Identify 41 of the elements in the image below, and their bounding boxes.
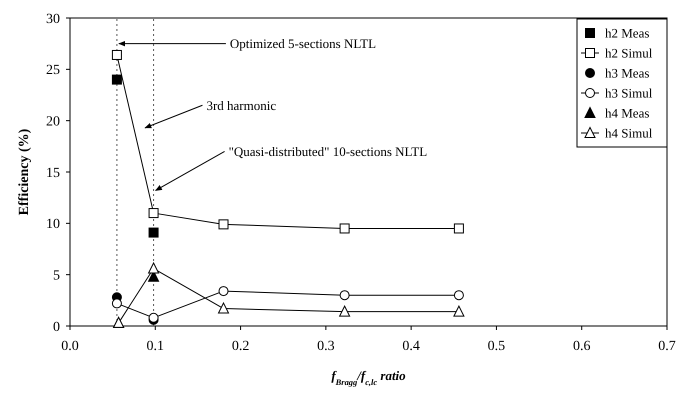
x-tick-label: 0.3 (317, 339, 335, 354)
x-tick-label: 0.6 (572, 339, 590, 354)
x-tick-label: 0.4 (402, 339, 420, 354)
x-tick-label: 0.7 (658, 339, 676, 354)
x-tick-label: 0.1 (146, 339, 164, 354)
y-tick-label: 5 (53, 268, 60, 284)
point (112, 298, 122, 308)
point (454, 223, 464, 234)
legend-label: h2 Meas (605, 26, 650, 41)
legend-label: h3 Meas (605, 66, 650, 81)
y-tick-label: 10 (46, 217, 60, 232)
point (454, 290, 464, 300)
point (218, 302, 230, 314)
y-tick-label: 20 (46, 114, 60, 130)
annotation: "Quasi-distributed" 10-sections NLTL (228, 144, 428, 160)
x-tick-label: 0.2 (232, 339, 250, 354)
y-tick-label: 15 (46, 166, 60, 181)
y-tick-label: 0 (53, 320, 60, 335)
point (148, 228, 159, 238)
x-axis-title: f$_{Bragg}$/f$_{c,lc}$ ratio (331, 368, 406, 387)
legend-label: h4 Meas (605, 106, 650, 121)
point (340, 223, 350, 234)
point (339, 306, 350, 317)
x-tick-label: 0.0 (61, 339, 79, 354)
point (340, 290, 350, 300)
legend-label: h2 Simul (605, 46, 653, 61)
legend-label: h3 Simul (605, 86, 653, 101)
y-tick-label: 25 (46, 63, 60, 78)
y-tick-label: 30 (46, 12, 60, 27)
point (218, 286, 229, 296)
point (218, 219, 229, 230)
point (148, 208, 159, 218)
point (453, 306, 464, 317)
annotation: 3rd harmonic (206, 98, 276, 113)
x-tick-label: 0.5 (488, 339, 506, 354)
point (148, 262, 160, 274)
point (112, 74, 122, 85)
point (112, 50, 122, 60)
annotation: Optimized 5-sections NLTL (230, 36, 376, 52)
y-axis-title: Efficiency (%) (17, 128, 32, 216)
legend-label: h4 Simul (605, 126, 653, 141)
